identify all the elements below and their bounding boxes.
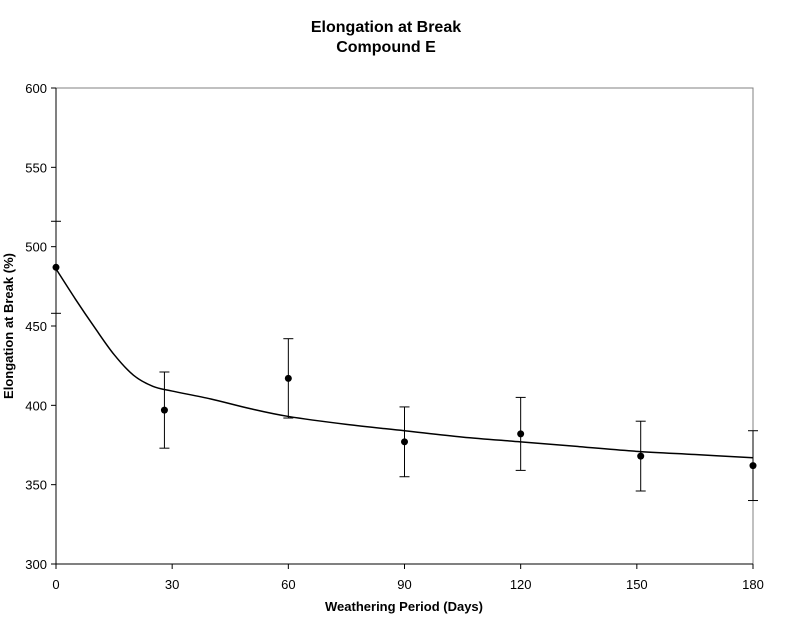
data-point [517, 430, 525, 438]
chart-title-line-1: Elongation at Break [311, 19, 461, 36]
x-tick-label: 0 [52, 577, 59, 592]
chart-title-line-2: Compound E [336, 39, 436, 56]
x-axis-ticks: 0 30 60 90 120 150 180 [52, 564, 764, 592]
x-tick-label: 120 [510, 577, 532, 592]
data-point [284, 374, 292, 382]
y-tick-label: 500 [25, 240, 47, 255]
x-tick-label: 150 [626, 577, 648, 592]
trend-line [55, 268, 754, 459]
y-tick-label: 550 [25, 160, 47, 175]
x-tick-label: 90 [397, 577, 411, 592]
error-bars [51, 220, 758, 502]
y-tick-label: 450 [25, 319, 47, 334]
y-tick-label: 600 [25, 81, 47, 96]
y-tick-label: 300 [25, 557, 47, 572]
data-point [749, 462, 757, 470]
y-axis-label: Elongation at Break (%) [1, 253, 16, 399]
data-point [160, 406, 168, 414]
y-axis-ticks: 300 350 400 450 500 550 600 [25, 81, 56, 572]
data-point [637, 452, 645, 460]
data-point [401, 438, 408, 446]
x-tick-label: 30 [165, 577, 179, 592]
plot-frame [55, 87, 754, 565]
data-point [52, 263, 60, 271]
y-tick-label: 400 [25, 398, 47, 413]
data-points [52, 263, 757, 470]
x-axis-label: Weathering Period (Days) [325, 599, 483, 614]
x-tick-label: 180 [742, 577, 764, 592]
y-tick-label: 350 [25, 478, 47, 493]
x-tick-label: 60 [281, 577, 295, 592]
